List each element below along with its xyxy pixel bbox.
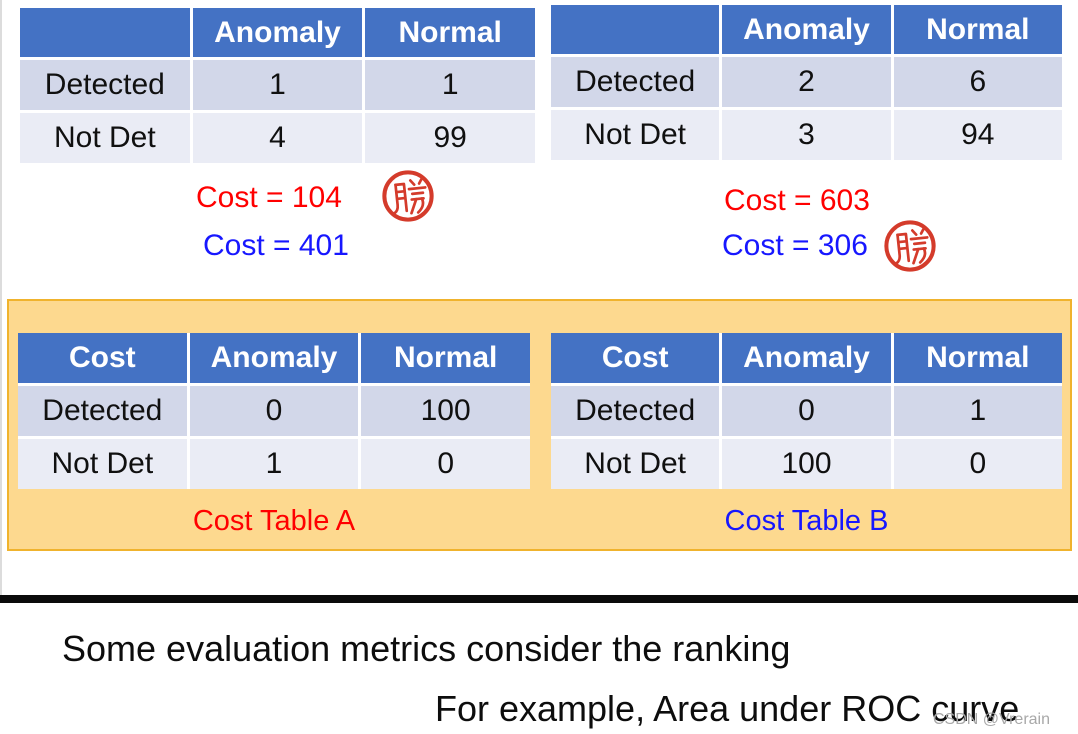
cost-table-a-caption: Cost Table A (192, 505, 356, 537)
cost-value-right-blue: Cost = 306 (722, 229, 868, 262)
cost-table-b-cell: 0 (893, 439, 1062, 489)
confusion-table-1-header-normal: Normal (365, 8, 535, 57)
cost-table-a-header-cost: Cost (18, 333, 187, 383)
cost-value-left-red: Cost = 104 (196, 181, 342, 214)
victory-stamp-icon (883, 219, 937, 273)
confusion-table-1-cell: 1 (365, 60, 535, 110)
confusion-table-1-cell: 99 (365, 113, 535, 163)
cost-table-a-row-label: Not Det (18, 439, 187, 489)
cost-table-a-row-label: Detected (18, 386, 187, 436)
cost-table-a-cell: 0 (189, 386, 359, 436)
cost-table-b-row-label: Detected (551, 386, 720, 436)
cost-table-b-cell: 0 (722, 386, 891, 436)
confusion-table-2-cell: 2 (722, 57, 891, 107)
victory-stamp-icon (381, 169, 435, 223)
footer-text-line2: For example, Area under ROC curve (435, 688, 1020, 729)
confusion-table-2-header-normal: Normal (893, 5, 1062, 54)
cost-table-a-header-normal: Normal (361, 333, 530, 383)
confusion-table-2-header-anomaly: Anomaly (722, 5, 891, 54)
footer-text-line1: Some evaluation metrics consider the ran… (62, 628, 791, 669)
confusion-table-1-header-blank (20, 8, 190, 57)
cost-table-a: Cost Anomaly Normal Detected 0 100 Not D… (18, 333, 530, 489)
cost-table-b-caption: Cost Table B (724, 505, 889, 537)
confusion-table-2-header-blank (551, 5, 720, 54)
cost-table-a-cell: 1 (189, 439, 359, 489)
confusion-table-1: Anomaly Normal Detected 1 1 Not Det 4 99 (20, 8, 535, 163)
cost-table-b-header-anomaly: Anomaly (722, 333, 891, 383)
confusion-table-1-cell: 1 (192, 60, 363, 110)
cost-table-b-header-cost: Cost (551, 333, 720, 383)
cost-table-a-header-anomaly: Anomaly (189, 333, 359, 383)
watermark-text: CSDN @Vrerain (933, 711, 1051, 728)
confusion-table-2-row-label: Detected (551, 57, 720, 107)
cost-table-a-cell: 100 (361, 386, 530, 436)
confusion-table-2-row-label: Not Det (551, 110, 720, 160)
cost-table-b-cell: 1 (893, 386, 1062, 436)
cost-table-a-cell: 0 (361, 439, 530, 489)
cost-value-right-red: Cost = 603 (724, 184, 870, 217)
confusion-table-2-cell: 6 (893, 57, 1062, 107)
cost-table-b-row-label: Not Det (551, 439, 720, 489)
cost-table-b-cell: 100 (722, 439, 891, 489)
cost-table-b: Cost Anomaly Normal Detected 0 1 Not Det… (551, 333, 1062, 489)
confusion-table-1-cell: 4 (192, 113, 363, 163)
confusion-table-1-header-anomaly: Anomaly (192, 8, 363, 57)
confusion-table-1-row-label: Not Det (20, 113, 190, 163)
cost-table-b-header-normal: Normal (893, 333, 1062, 383)
section-divider-line (0, 595, 1078, 603)
cost-value-left-blue: Cost = 401 (203, 229, 349, 262)
confusion-table-1-row-label: Detected (20, 60, 190, 110)
confusion-table-2-cell: 94 (893, 110, 1062, 160)
slide-edge-line (0, 0, 2, 600)
confusion-table-2: Anomaly Normal Detected 2 6 Not Det 3 94 (551, 5, 1062, 160)
confusion-table-2-cell: 3 (722, 110, 891, 160)
